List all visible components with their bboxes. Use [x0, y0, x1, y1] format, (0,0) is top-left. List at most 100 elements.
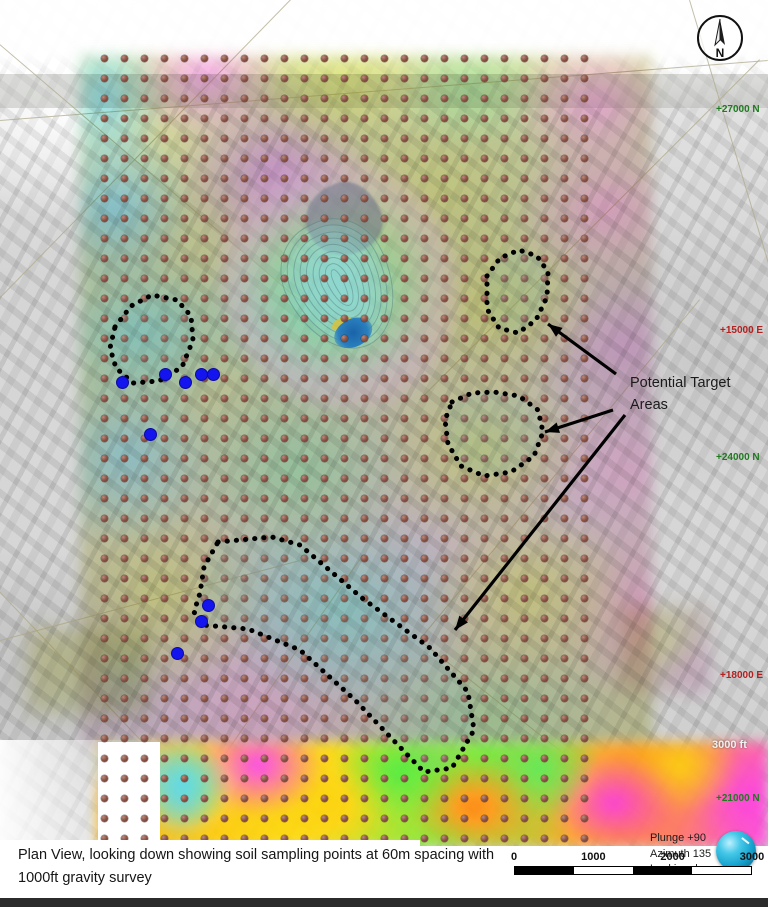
- soil-sample-point: [560, 154, 568, 162]
- soil-sample-point: [140, 514, 148, 522]
- soil-sample-point: [560, 294, 568, 302]
- soil-sample-point: [520, 374, 528, 382]
- soil-sample-point: [240, 154, 248, 162]
- soil-sample-point: [140, 154, 148, 162]
- soil-sample-point: [100, 834, 108, 842]
- soil-sample-point: [100, 114, 108, 122]
- soil-sample-point: [220, 714, 228, 722]
- potential-target-areas-label: Potential Target Areas: [630, 372, 731, 417]
- soil-sample-point: [140, 474, 148, 482]
- soil-sample-point: [220, 754, 228, 762]
- soil-sample-point: [540, 274, 548, 282]
- soil-sample-point: [460, 754, 468, 762]
- soil-sample-point: [100, 674, 108, 682]
- soil-sample-point: [500, 254, 508, 262]
- soil-sample-point: [500, 54, 508, 62]
- soil-sample-point: [240, 54, 248, 62]
- soil-sample-point: [440, 154, 448, 162]
- soil-sample-point: [420, 694, 428, 702]
- soil-sample-point: [400, 114, 408, 122]
- soil-sample-point: [240, 574, 248, 582]
- soil-sample-point: [180, 734, 188, 742]
- soil-sample-point: [280, 754, 288, 762]
- soil-sample-point: [340, 334, 348, 342]
- easting-label: +15000 E: [720, 325, 764, 336]
- soil-sample-point: [560, 54, 568, 62]
- soil-sample-point: [140, 74, 148, 82]
- soil-sample-point: [240, 614, 248, 622]
- soil-sample-point: [560, 434, 568, 442]
- soil-sample-point: [340, 634, 348, 642]
- soil-sample-point: [140, 214, 148, 222]
- soil-sample-point: [480, 414, 488, 422]
- soil-sample-point: [460, 114, 468, 122]
- soil-sample-point: [220, 174, 228, 182]
- soil-sample-point: [100, 394, 108, 402]
- soil-sample-point: [160, 734, 168, 742]
- soil-sample-point: [140, 754, 148, 762]
- soil-sample-point: [340, 574, 348, 582]
- soil-sample-point: [240, 714, 248, 722]
- orientation-sphere-tick: [741, 837, 750, 844]
- soil-sample-point: [160, 474, 168, 482]
- soil-sample-point: [420, 814, 428, 822]
- soil-sample-point: [120, 534, 128, 542]
- gravity-raster-east-lobe: [620, 606, 710, 694]
- soil-sample-point: [200, 634, 208, 642]
- annotation-line-2: Areas: [630, 397, 668, 414]
- soil-sample-point: [200, 294, 208, 302]
- soil-sample-point: [560, 314, 568, 322]
- distance-label-3000ft: 3000 ft: [712, 739, 747, 751]
- soil-sample-point: [120, 54, 128, 62]
- soil-sample-point: [360, 414, 368, 422]
- soil-sample-point: [480, 274, 488, 282]
- soil-sample-point: [420, 574, 428, 582]
- soil-sample-point: [200, 94, 208, 102]
- soil-sample-point: [160, 134, 168, 142]
- soil-sample-point: [300, 354, 308, 362]
- soil-sample-point: [220, 154, 228, 162]
- soil-sample-point: [180, 574, 188, 582]
- soil-sample-point: [480, 694, 488, 702]
- soil-sample-point: [480, 114, 488, 122]
- soil-sample-point: [100, 814, 108, 822]
- soil-sample-point: [140, 814, 148, 822]
- soil-sample-point: [160, 234, 168, 242]
- soil-sample-point: [540, 694, 548, 702]
- soil-sample-point: [100, 334, 108, 342]
- soil-sample-point: [120, 294, 128, 302]
- soil-sample-point: [340, 654, 348, 662]
- soil-sample-point: [420, 154, 428, 162]
- soil-sample-point: [440, 834, 448, 842]
- plunge-value: Plunge +90: [650, 832, 706, 844]
- soil-sample-point: [140, 354, 148, 362]
- soil-sample-point: [240, 314, 248, 322]
- soil-sample-point: [100, 754, 108, 762]
- soil-sample-point: [460, 554, 468, 562]
- soil-sample-point: [480, 614, 488, 622]
- soil-sample-point: [160, 594, 168, 602]
- soil-sample-point: [440, 74, 448, 82]
- soil-sample-point: [540, 534, 548, 542]
- soil-sample-point: [360, 534, 368, 542]
- soil-sample-point: [360, 94, 368, 102]
- soil-sample-point: [380, 194, 388, 202]
- soil-sample-point: [220, 474, 228, 482]
- soil-sample-point: [380, 814, 388, 822]
- soil-sample-point: [320, 714, 328, 722]
- soil-sample-point: [160, 494, 168, 502]
- soil-sample-point: [400, 94, 408, 102]
- soil-sample-point: [460, 314, 468, 322]
- soil-sample-point: [280, 374, 288, 382]
- soil-sample-point: [500, 194, 508, 202]
- soil-sample-point: [220, 114, 228, 122]
- soil-sample-point: [460, 614, 468, 622]
- soil-sample-point: [460, 214, 468, 222]
- soil-sample-point: [300, 514, 308, 522]
- soil-sample-point: [520, 454, 528, 462]
- soil-sample-point: [460, 434, 468, 442]
- soil-sample-point: [180, 594, 188, 602]
- soil-sample-point: [300, 134, 308, 142]
- soil-sample-point: [400, 714, 408, 722]
- soil-sample-point: [180, 94, 188, 102]
